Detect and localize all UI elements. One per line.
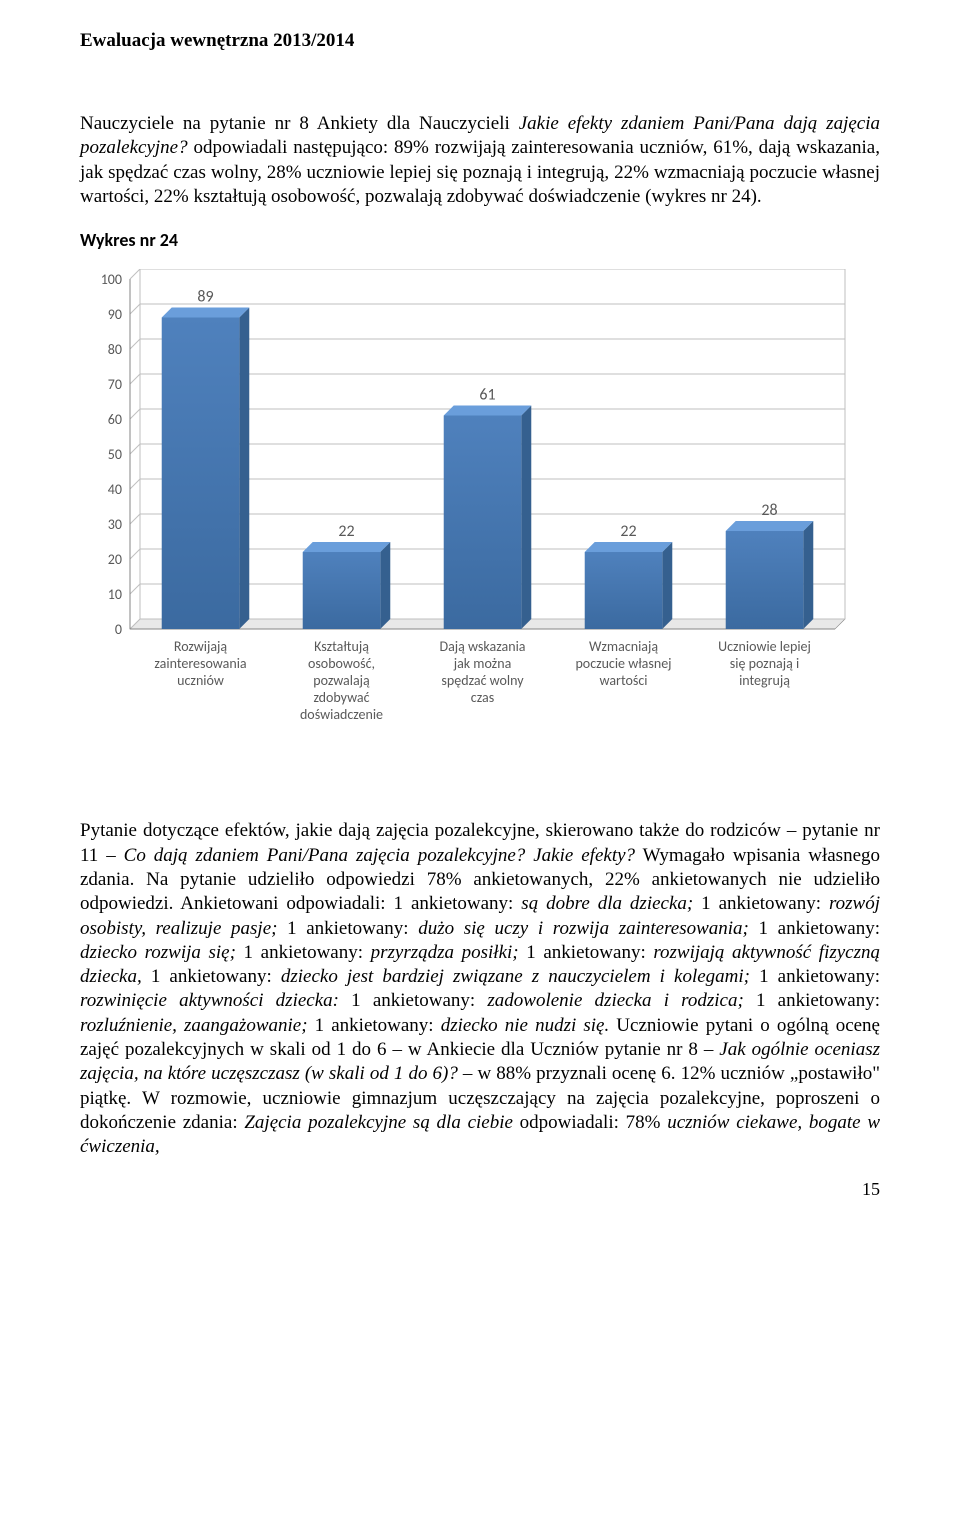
- svg-text:22: 22: [338, 522, 354, 541]
- svg-text:Rozwijają: Rozwijają: [174, 638, 228, 655]
- svg-text:89: 89: [197, 288, 213, 307]
- svg-text:integrują: integrują: [739, 672, 790, 689]
- svg-text:pozwalają: pozwalają: [313, 672, 370, 689]
- svg-text:20: 20: [108, 551, 122, 568]
- body-text-l: 1 ankietowany:: [744, 990, 880, 1011]
- body-italic-5: dziecko rozwija się;: [80, 942, 236, 963]
- body-italic-2: są dobre dla dziecka;: [521, 893, 693, 914]
- svg-text:60: 60: [108, 411, 122, 428]
- svg-text:50: 50: [108, 446, 122, 463]
- svg-text:70: 70: [108, 376, 122, 393]
- body-text-c: 1 ankietowany:: [693, 893, 829, 914]
- svg-text:22: 22: [620, 522, 636, 541]
- document-page: Ewaluacja wewnętrzna 2013/2014 Nauczycie…: [0, 0, 960, 1537]
- svg-text:uczniów: uczniów: [177, 672, 224, 689]
- svg-text:40: 40: [108, 481, 122, 498]
- body-text-f: 1 ankietowany:: [236, 942, 371, 963]
- body-text-g: 1 ankietowany:: [519, 942, 654, 963]
- svg-text:Dają wskazania: Dają wskazania: [439, 638, 525, 655]
- body-italic-10: zadowolenie dziecka i rodzica;: [487, 990, 743, 1011]
- body-italic-12: dziecko nie nudzi się.: [441, 1015, 610, 1036]
- page-number: 15: [80, 1179, 880, 1200]
- svg-text:Kształtują: Kształtują: [314, 638, 369, 655]
- body-italic-4: dużo się uczy i rozwija zainteresowania;: [418, 918, 749, 939]
- intro-post: odpowiadali następująco: 89% rozwijają z…: [80, 137, 880, 207]
- svg-text:zdobywać: zdobywać: [313, 689, 369, 706]
- svg-text:osobowość,: osobowość,: [308, 655, 375, 672]
- svg-text:się poznają i: się poznają i: [730, 655, 799, 672]
- svg-text:Uczniowie lepiej: Uczniowie lepiej: [718, 638, 811, 655]
- body-italic-1: Co dają zdaniem Pani/Pana zajęcia pozale…: [124, 845, 635, 866]
- svg-text:czas: czas: [471, 689, 494, 706]
- svg-text:30: 30: [108, 516, 122, 533]
- page-header-title: Ewaluacja wewnętrzna 2013/2014: [80, 30, 880, 52]
- body-text-k: 1 ankietowany:: [339, 990, 487, 1011]
- svg-text:90: 90: [108, 306, 122, 323]
- svg-text:spędzać wolny: spędzać wolny: [441, 672, 524, 689]
- svg-text:28: 28: [761, 501, 777, 520]
- body-italic-11: rozluźnienie, zaangażowanie;: [80, 1015, 308, 1036]
- svg-text:doświadczenie: doświadczenie: [300, 706, 383, 723]
- body-paragraph: Pytanie dotyczące efektów, jakie dają za…: [80, 819, 880, 1159]
- body-text-m: 1 ankietowany:: [308, 1015, 441, 1036]
- svg-text:100: 100: [101, 271, 122, 288]
- chart-title: Wykres nr 24: [80, 229, 880, 251]
- svg-text:zainteresowania: zainteresowania: [154, 655, 246, 672]
- svg-text:jak można: jak można: [453, 655, 512, 672]
- svg-text:poczucie własnej: poczucie własnej: [575, 655, 671, 672]
- body-italic-9: rozwinięcie aktywności dziecka:: [80, 990, 339, 1011]
- body-italic-6: przyrządza posiłki;: [371, 942, 519, 963]
- body-italic-8: dziecko jest bardziej związane z nauczyc…: [281, 966, 750, 987]
- body-italic-14: Zajęcia pozalekcyjne są dla ciebie: [244, 1112, 513, 1133]
- bar-chart-svg: 0 10 20 30 40 50 60 70 80 90 100 89 Rozwijajązainter…: [80, 269, 850, 739]
- body-text-e: 1 ankietowany:: [749, 918, 880, 939]
- body-text-j: 1 ankietowany:: [750, 966, 880, 987]
- intro-pre: Nauczyciele na pytanie nr 8 Ankiety dla …: [80, 113, 519, 134]
- svg-text:0: 0: [115, 621, 122, 638]
- body-text-d: 1 ankietowany:: [277, 918, 418, 939]
- intro-paragraph: Nauczyciele na pytanie nr 8 Ankiety dla …: [80, 112, 880, 209]
- body-text-p: odpowiadali: 78%: [513, 1112, 667, 1133]
- svg-text:61: 61: [479, 386, 495, 405]
- svg-text:10: 10: [108, 586, 122, 603]
- body-text-h: 1 ankietowany:: [142, 966, 281, 987]
- svg-text:Wzmacniają: Wzmacniają: [589, 638, 658, 655]
- bar-chart: 0 10 20 30 40 50 60 70 80 90 100 89 Rozwijajązainter…: [80, 269, 880, 739]
- svg-text:wartości: wartości: [600, 672, 648, 689]
- svg-text:80: 80: [108, 341, 122, 358]
